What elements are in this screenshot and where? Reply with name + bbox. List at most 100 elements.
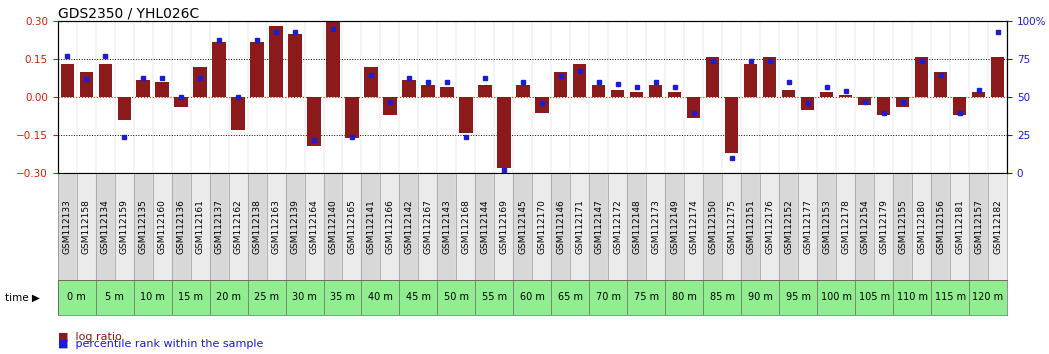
Text: 55 m: 55 m: [481, 292, 507, 302]
Text: 15 m: 15 m: [178, 292, 204, 302]
Text: 115 m: 115 m: [935, 292, 966, 302]
Text: GSM112163: GSM112163: [272, 199, 280, 254]
Text: GSM112137: GSM112137: [215, 199, 223, 254]
Bar: [172, 173, 191, 280]
Bar: [952, 97, 966, 115]
Bar: [117, 97, 131, 120]
Text: GSM112179: GSM112179: [879, 199, 889, 254]
Bar: [304, 173, 323, 280]
Bar: [403, 80, 415, 97]
Bar: [248, 173, 266, 280]
Bar: [210, 173, 229, 280]
Bar: [285, 173, 304, 280]
Bar: [972, 92, 985, 97]
Bar: [744, 64, 757, 97]
Bar: [608, 173, 627, 280]
Bar: [475, 173, 494, 280]
Bar: [266, 173, 285, 280]
Bar: [342, 173, 362, 280]
Text: 45 m: 45 m: [406, 292, 431, 302]
Bar: [136, 80, 150, 97]
Bar: [174, 97, 188, 108]
Bar: [251, 41, 263, 97]
Text: GSM112136: GSM112136: [176, 199, 186, 254]
Bar: [763, 57, 776, 97]
Bar: [630, 92, 643, 97]
Text: GSM112150: GSM112150: [708, 199, 718, 254]
Text: GSM112148: GSM112148: [633, 199, 641, 254]
Bar: [668, 92, 682, 97]
Text: GSM112169: GSM112169: [499, 199, 509, 254]
Text: GSM112135: GSM112135: [138, 199, 148, 254]
Bar: [991, 57, 1004, 97]
Bar: [665, 173, 684, 280]
Bar: [400, 173, 419, 280]
Text: 0 m: 0 m: [67, 292, 86, 302]
Bar: [80, 72, 92, 97]
Bar: [77, 173, 95, 280]
Bar: [877, 97, 891, 115]
Bar: [573, 64, 586, 97]
Text: GSM112146: GSM112146: [556, 199, 565, 254]
Bar: [345, 97, 359, 138]
Text: GSM112138: GSM112138: [253, 199, 261, 254]
Bar: [307, 97, 321, 145]
Bar: [191, 173, 210, 280]
Text: GSM112158: GSM112158: [82, 199, 90, 254]
Text: GSM112140: GSM112140: [328, 199, 338, 254]
Bar: [61, 64, 73, 97]
Text: 120 m: 120 m: [972, 292, 1004, 302]
Text: 35 m: 35 m: [330, 292, 355, 302]
Bar: [114, 173, 133, 280]
Text: GSM112144: GSM112144: [480, 199, 490, 254]
Bar: [229, 173, 248, 280]
Bar: [722, 173, 742, 280]
Text: 100 m: 100 m: [820, 292, 852, 302]
Bar: [362, 173, 381, 280]
Text: 40 m: 40 m: [368, 292, 393, 302]
Text: 70 m: 70 m: [596, 292, 621, 302]
Bar: [554, 72, 568, 97]
Text: GSM112164: GSM112164: [309, 199, 319, 254]
Bar: [153, 173, 172, 280]
Bar: [516, 85, 530, 97]
Bar: [323, 173, 342, 280]
Bar: [896, 97, 909, 108]
Text: GSM112167: GSM112167: [424, 199, 432, 254]
Text: GSM112133: GSM112133: [63, 199, 71, 254]
Bar: [193, 67, 207, 97]
Bar: [798, 173, 817, 280]
Text: GSM112147: GSM112147: [595, 199, 603, 254]
Bar: [761, 173, 779, 280]
Text: GSM112182: GSM112182: [993, 199, 1002, 254]
Text: GSM112151: GSM112151: [746, 199, 755, 254]
Text: 95 m: 95 m: [786, 292, 811, 302]
Text: GSM112143: GSM112143: [443, 199, 451, 254]
Bar: [58, 173, 77, 280]
Text: GSM112173: GSM112173: [651, 199, 660, 254]
Text: GSM112172: GSM112172: [614, 199, 622, 254]
Bar: [213, 41, 226, 97]
Text: GSM112160: GSM112160: [157, 199, 167, 254]
Bar: [706, 57, 720, 97]
Text: GSM112178: GSM112178: [841, 199, 850, 254]
Bar: [627, 173, 646, 280]
Bar: [725, 97, 738, 153]
Bar: [646, 173, 665, 280]
Bar: [459, 97, 472, 133]
Bar: [232, 97, 244, 130]
Bar: [99, 64, 112, 97]
Text: 80 m: 80 m: [671, 292, 697, 302]
Bar: [437, 173, 456, 280]
Text: GSM112180: GSM112180: [917, 199, 926, 254]
Bar: [874, 173, 893, 280]
Bar: [779, 173, 798, 280]
Bar: [969, 173, 988, 280]
Bar: [571, 173, 590, 280]
Bar: [612, 90, 624, 97]
Bar: [836, 173, 855, 280]
Text: GSM112156: GSM112156: [936, 199, 945, 254]
Text: GSM112177: GSM112177: [804, 199, 812, 254]
Bar: [742, 173, 761, 280]
Text: GSM112168: GSM112168: [462, 199, 470, 254]
